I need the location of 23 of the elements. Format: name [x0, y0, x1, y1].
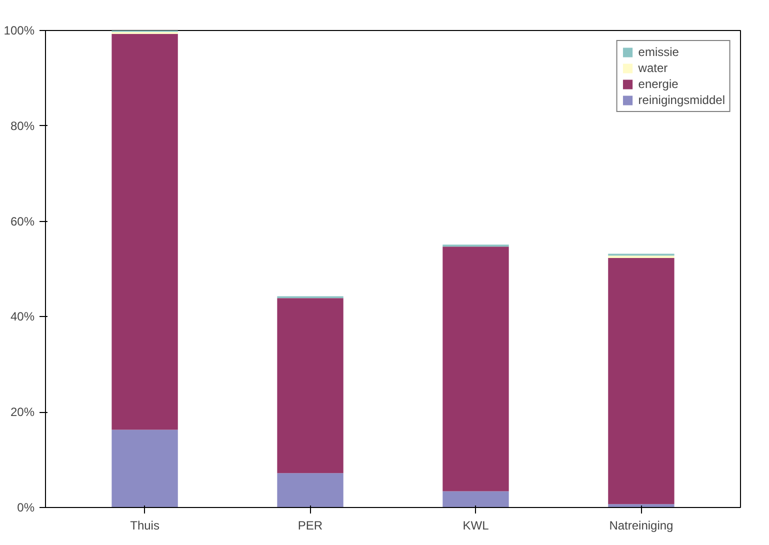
bar	[608, 504, 674, 508]
bar	[277, 473, 344, 508]
x-tick-label: PER	[298, 518, 323, 532]
legend-label: energie	[638, 77, 678, 91]
bar	[442, 491, 509, 508]
bar	[608, 256, 674, 258]
y-tick-label: 20%	[10, 405, 35, 420]
bar	[112, 34, 178, 430]
bar	[112, 430, 178, 508]
y-tick-label: 80%	[10, 118, 35, 133]
legend-label: water	[638, 61, 668, 75]
y-tick-label: 100%	[4, 24, 35, 38]
y-tick-label: 60%	[10, 214, 35, 228]
bar	[277, 298, 344, 474]
x-tick-label: KWL	[462, 518, 490, 532]
y-tick-label: 40%	[10, 310, 35, 324]
bar	[442, 246, 509, 492]
x-tick-label: Thuis	[130, 518, 160, 532]
y-tick-label: 0%	[17, 500, 35, 514]
legend-label: emissie	[638, 45, 679, 59]
legend-label: reinigingsmiddel	[638, 93, 725, 107]
bar	[608, 258, 674, 504]
x-tick-label: Natreiniging	[609, 518, 674, 532]
